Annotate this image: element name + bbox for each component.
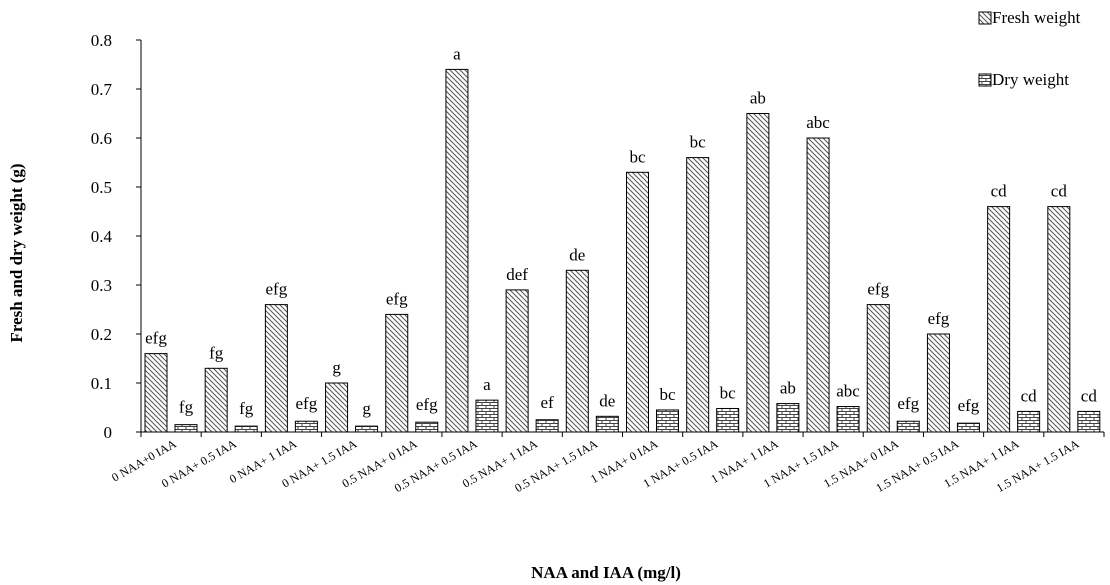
significance-label: efg [266,280,288,299]
dry-weight-bar [1017,410,1041,433]
significance-label: cd [991,182,1008,201]
significance-label: g [332,358,341,377]
significance-label: efg [416,395,438,414]
dry-weight-bar [836,406,860,433]
legend-label-fresh-weight: Fresh weight [992,8,1081,27]
fresh-weight-bar [325,382,349,433]
dry-weight-bar [355,425,379,433]
legend-swatch-fresh-weight [978,11,992,25]
dry-weight-bar [294,420,318,433]
significance-label: ab [750,89,766,108]
significance-label: efg [386,289,408,308]
y-tick-label: 0.1 [91,374,112,393]
significance-label: abc [806,113,830,132]
significance-label: a [483,375,491,394]
dry-weight-bar [896,420,920,433]
dry-weight-bar [716,407,740,433]
fresh-weight-bar [1047,206,1071,433]
legend-swatch-dry-weight [978,73,992,87]
fresh-weight-bar [204,367,228,433]
y-tick-label: 0.5 [91,178,112,197]
legend-label-dry-weight: Dry weight [992,70,1069,89]
significance-label: efg [296,394,318,413]
fresh-weight-bar [445,68,469,433]
fresh-weight-bar [686,157,710,433]
significance-label: cd [1051,182,1068,201]
dry-weight-bar [174,424,198,433]
significance-label: efg [958,396,980,415]
significance-label: cd [1021,386,1038,405]
fresh-weight-bar [565,269,589,433]
fresh-weight-bar [144,353,168,433]
y-tick-label: 0.6 [91,129,112,148]
dry-weight-bar [535,419,559,433]
significance-label: bc [690,133,707,152]
significance-label: def [506,265,528,284]
fresh-weight-bar [746,113,770,433]
significance-label: a [453,44,461,63]
fresh-weight-bar [626,171,649,433]
fresh-weight-bar [505,289,529,433]
significance-label: bc [720,383,737,402]
significance-label: efg [928,309,950,328]
significance-label: bc [629,147,646,166]
dry-weight-bar [776,403,800,433]
y-axis: 0 0.1 0.2 0.3 0.4 0.5 0.6 0.7 0.8 [91,31,142,442]
dry-weight-bar [1077,410,1101,433]
dry-weight-bar [656,409,679,433]
significance-label: cd [1081,386,1098,405]
fresh-weight-bar [264,304,288,433]
fresh-weight-bar [866,304,890,433]
x-axis-label: NAA and IAA (mg/l) [531,563,681,582]
significance-label: ab [780,379,796,398]
dry-weight-bar [415,421,439,433]
fresh-weight-bar [926,333,950,433]
fresh-weight-bar [385,313,409,433]
significance-label: fg [209,343,224,362]
significance-label: fg [239,399,254,418]
y-tick-label: 0 [104,423,113,442]
significance-label: abc [836,382,860,401]
y-tick-label: 0.7 [91,80,113,99]
dry-weight-bar [956,422,980,433]
significance-label: g [362,399,371,418]
y-axis-label: Fresh and dry weight (g) [7,163,26,342]
legend: Fresh weight Dry weight [978,8,1081,89]
bars-group [144,68,1101,433]
significance-label: de [599,391,615,410]
y-tick-label: 0.8 [91,31,112,50]
dry-weight-bar [595,415,619,433]
significance-label: fg [179,398,194,417]
significance-label: ef [541,393,555,412]
fresh-weight-bar [987,206,1011,433]
significance-label: bc [659,385,676,404]
dry-weight-bar [234,425,258,433]
y-tick-label: 0.3 [91,276,112,295]
significance-label: efg [867,280,889,299]
significance-label: efg [145,329,167,348]
dry-weight-bar [475,399,499,433]
significance-label: de [569,245,585,264]
y-tick-label: 0.4 [91,227,113,246]
y-tick-label: 0.2 [91,325,112,344]
significance-label: efg [897,394,919,413]
fresh-weight-bar [806,137,830,433]
